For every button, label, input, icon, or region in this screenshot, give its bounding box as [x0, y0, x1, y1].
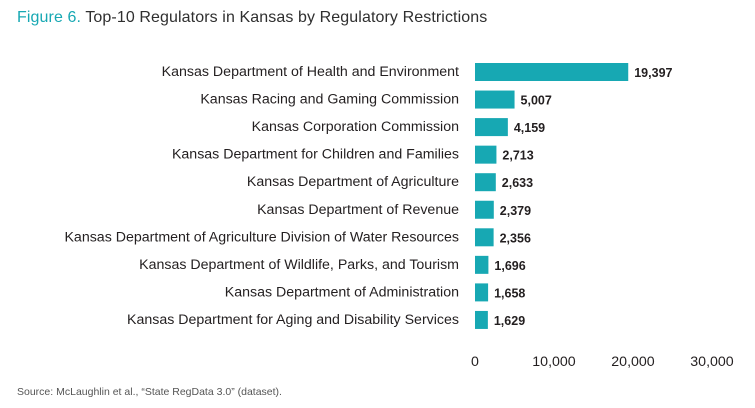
- figure-title-text: Top-10 Regulators in Kansas by Regulator…: [85, 9, 488, 26]
- bar-kansas-department-of-health-and-environment: [475, 63, 629, 81]
- bar-kansas-racing-and-gaming-commission: [475, 90, 515, 109]
- x-tick-label: 20,000: [611, 354, 655, 370]
- value-label-kansas-department-of-agriculture-division-of-water-resources: 2,356: [500, 231, 531, 245]
- category-label-kansas-department-for-aging-and-disability-services: Kansas Department for Aging and Disabili…: [127, 312, 459, 328]
- value-label-kansas-department-of-wildlife-parks-and-tourism: 1,696: [494, 259, 525, 273]
- x-tick-label: 10,000: [532, 354, 576, 370]
- category-label-kansas-department-of-administration: Kansas Department of Administration: [225, 284, 459, 300]
- bar-kansas-department-for-children-and-families: [475, 145, 497, 164]
- figure-label: Figure 6.: [17, 9, 82, 26]
- category-label-kansas-corporation-commission: Kansas Corporation Commission: [252, 119, 459, 135]
- x-tick-label: 30,000: [690, 354, 734, 370]
- category-label-kansas-department-of-wildlife-parks-and-tourism: Kansas Department of Wildlife, Parks, an…: [139, 257, 459, 273]
- value-label-kansas-department-for-children-and-families: 2,713: [502, 149, 533, 163]
- category-label-kansas-department-of-revenue: Kansas Department of Revenue: [257, 202, 459, 218]
- source-note: Source: McLaughlin et al., “State RegDat…: [17, 386, 282, 398]
- category-label-kansas-department-for-children-and-families: Kansas Department for Children and Famil…: [172, 147, 459, 163]
- bar-kansas-department-of-wildlife-parks-and-tourism: [475, 255, 489, 274]
- category-label-kansas-racing-and-gaming-commission: Kansas Racing and Gaming Commission: [200, 92, 459, 108]
- bar-kansas-corporation-commission: [475, 118, 508, 137]
- value-label-kansas-racing-and-gaming-commission: 5,007: [521, 94, 552, 108]
- bar-kansas-department-for-aging-and-disability-services: [475, 310, 488, 329]
- x-tick-label: 0: [471, 354, 479, 370]
- bar-kansas-department-of-agriculture-division-of-water-resources: [475, 228, 494, 247]
- value-label-kansas-department-of-health-and-environment: 19,397: [634, 66, 672, 80]
- bar-chart: Kansas Department of Health and Environm…: [64, 63, 734, 370]
- figure-title: Figure 6. Top-10 Regulators in Kansas by…: [17, 9, 487, 27]
- bar-kansas-department-of-revenue: [475, 200, 494, 219]
- value-label-kansas-department-for-aging-and-disability-services: 1,629: [494, 314, 525, 328]
- category-label-kansas-department-of-agriculture: Kansas Department of Agriculture: [247, 174, 459, 190]
- value-label-kansas-department-of-revenue: 2,379: [500, 204, 531, 218]
- bar-kansas-department-of-agriculture: [475, 173, 496, 192]
- category-label-kansas-department-of-health-and-environment: Kansas Department of Health and Environm…: [162, 64, 459, 80]
- category-label-kansas-department-of-agriculture-division-of-water-resources: Kansas Department of Agriculture Divisio…: [64, 229, 459, 245]
- value-label-kansas-department-of-administration: 1,658: [494, 286, 525, 300]
- value-label-kansas-department-of-agriculture: 2,633: [502, 176, 533, 190]
- bar-kansas-department-of-administration: [475, 283, 489, 302]
- value-label-kansas-corporation-commission: 4,159: [514, 121, 545, 135]
